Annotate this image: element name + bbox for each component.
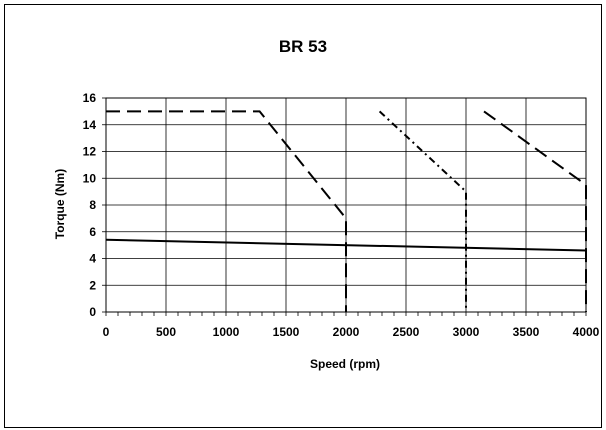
y-tick-label: 16 <box>83 91 97 105</box>
series-line-4 <box>483 110 587 312</box>
axis-ticks: 0 500 1000 1500 2000 2500 3000 3500 4000 0 2 4 6 8 10 1… <box>83 91 600 339</box>
y-tick-label: 8 <box>89 198 96 212</box>
x-tick-label: 3500 <box>513 325 540 339</box>
y-tick-label: 0 <box>89 305 96 319</box>
x-tick-label: 4000 <box>573 325 600 339</box>
x-axis-label: Speed (rpm) <box>310 357 380 371</box>
series-line-2 <box>106 110 347 312</box>
series-group <box>105 110 587 312</box>
y-tick-label: 12 <box>83 145 97 159</box>
x-tick-label: 1500 <box>273 325 300 339</box>
x-tick-label: 2000 <box>333 325 360 339</box>
x-tick-label: 500 <box>156 325 176 339</box>
chart-title: BR 53 <box>279 37 327 56</box>
series-line-3 <box>378 110 467 312</box>
x-tick-label: 2500 <box>393 325 420 339</box>
y-tick-label: 6 <box>89 225 96 239</box>
x-tick-label: 0 <box>103 325 110 339</box>
chart-frame <box>4 4 602 428</box>
x-tick-label: 3000 <box>453 325 480 339</box>
y-tick-label: 4 <box>89 252 96 266</box>
y-tick-label: 2 <box>89 278 96 292</box>
grid <box>105 97 587 313</box>
y-tick-label: 10 <box>83 171 97 185</box>
x-tick-label: 1000 <box>213 325 240 339</box>
y-tick-label: 14 <box>83 118 97 132</box>
y-axis-label: Torque (Nm) <box>53 169 67 239</box>
